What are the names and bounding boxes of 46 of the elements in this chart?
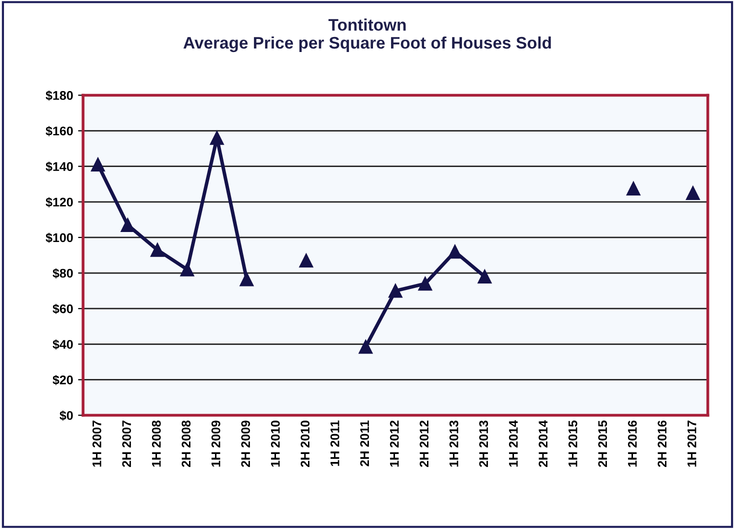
y-tick-label: $60 xyxy=(52,304,73,314)
x-tick-label: 1H 2016 xyxy=(628,420,637,467)
x-tick-label: 2H 2008 xyxy=(182,420,191,467)
chart-title: Tontitown Average Price per Square Foot of Houses Sold xyxy=(183,18,551,52)
x-tick-label: 2H 2011 xyxy=(360,420,370,466)
point xyxy=(240,272,254,286)
point xyxy=(210,130,224,145)
x-tick-label: 2H 2010 xyxy=(300,420,310,467)
y-tick-label: $140 xyxy=(46,162,73,172)
point xyxy=(299,254,314,268)
x-tick-label: 1H 2014 xyxy=(508,420,518,467)
x-tick-label: 1H 2007 xyxy=(92,420,102,467)
point xyxy=(388,284,402,298)
point xyxy=(120,218,135,232)
y-tick-label: $180 xyxy=(46,90,73,101)
x-tick-label: 2H 2007 xyxy=(122,420,132,467)
x-tick-label: 2H 2013 xyxy=(479,420,488,467)
y-tick-label: $160 xyxy=(46,126,73,136)
point xyxy=(686,186,700,200)
point xyxy=(90,158,105,172)
y-tick-label: $80 xyxy=(52,268,73,278)
y-tick-label: $40 xyxy=(52,339,73,350)
y-tick-label: $20 xyxy=(52,374,73,386)
point xyxy=(180,262,194,276)
x-tick-label: 1H 2017 xyxy=(687,420,696,467)
point xyxy=(626,182,640,196)
x-tick-label: 1H 2015 xyxy=(568,420,578,467)
x-tick-label: 2H 2015 xyxy=(598,420,608,467)
x-tick-label: 2H 2009 xyxy=(241,420,250,467)
x-tick-label: 2H 2016 xyxy=(658,420,667,467)
point xyxy=(418,276,432,291)
x-tick-label: 1H 2011 xyxy=(330,420,340,466)
y-tick-label: $120 xyxy=(46,197,73,208)
point xyxy=(448,244,462,259)
y-tick-label: $0 xyxy=(60,410,73,421)
x-tick-label: 2H 2012 xyxy=(420,420,429,467)
x-tick-label: 2H 2014 xyxy=(538,420,548,467)
y-tick-label: $100 xyxy=(46,232,73,243)
point xyxy=(478,270,492,284)
x-tick-label: 1H 2012 xyxy=(390,420,399,467)
x-tick-label: 1H 2009 xyxy=(211,420,220,467)
x-tick-label: 1H 2008 xyxy=(152,420,161,467)
point xyxy=(150,242,164,257)
x-tick-label: 1H 2010 xyxy=(270,420,280,467)
point xyxy=(358,340,373,354)
x-tick-label: 1H 2013 xyxy=(449,420,458,467)
